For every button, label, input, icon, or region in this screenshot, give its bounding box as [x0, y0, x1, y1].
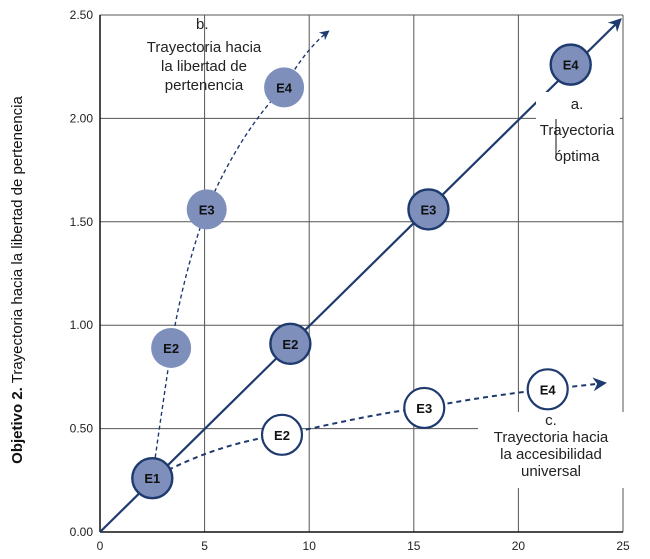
- series-c-point-e2-circle: [260, 413, 304, 456]
- y-axis-label-bold: Objetivo 2.: [9, 387, 26, 464]
- tick-labels: 0 5 10 15 20 25 0.00 0.50 1.00 1.50 2.00 2.50: [70, 8, 630, 553]
- series-a-point-e4-label: E4: [563, 58, 580, 73]
- series-a-point-e1: E1: [131, 457, 174, 500]
- x-tick-label: 0: [97, 539, 104, 553]
- x-tick-label: 20: [512, 539, 526, 553]
- x-tick-label: 5: [201, 539, 208, 553]
- series-c-annotation-line: la accesibilidad: [500, 446, 602, 463]
- series-layer: E2 E3 E4 E2 E3 E4 E1 E2 E3 E4: [99, 18, 622, 533]
- series-c-point-e4-label: E4: [540, 382, 557, 397]
- series-b-point-e3-circle: [186, 189, 227, 230]
- series-a-annotation: a. Trayectoria óptima: [536, 92, 620, 168]
- series-a-point-e1-circle: [131, 457, 174, 500]
- x-tick-label: 25: [616, 539, 630, 553]
- y-axis-label: Objetivo 2. Trayectoria hacia la liberta…: [9, 96, 26, 464]
- series-b-annotation-line: Trayectoria hacia: [147, 39, 262, 56]
- y-tick-label: 0.50: [70, 422, 94, 436]
- y-tick-label: 1.50: [70, 215, 94, 229]
- series-b-annotation: b. Trayectoria hacia la libertad de pertene…: [147, 16, 262, 94]
- series-b-point-e2: E2: [151, 327, 192, 368]
- series-b-point-e3: E3: [186, 189, 227, 230]
- annotations: b. Trayectoria hacia la libertad de pertene…: [147, 16, 624, 488]
- series-c-annotation-line: universal: [521, 463, 581, 480]
- grid: [100, 14, 624, 532]
- y-tick-label: 1.00: [70, 318, 94, 332]
- series-a-point-e2-label: E2: [282, 337, 298, 352]
- series-a-annotation-bg: [536, 92, 620, 168]
- series-b-annotation-line: la libertad de: [161, 58, 247, 75]
- series-a-point-e1-label: E1: [144, 471, 160, 486]
- series-c-point-e3-circle: [403, 386, 446, 430]
- series-c-annotation-bg: [478, 412, 624, 488]
- series-b-point-e2-circle: [151, 327, 192, 368]
- series-a-point-e3-circle: [407, 188, 450, 231]
- axes: [99, 15, 623, 533]
- series-a-line: [99, 18, 622, 533]
- series-c-point-e2: E2: [260, 413, 304, 456]
- series-b-annotation-line: b.: [196, 16, 209, 33]
- x-tick-label: 10: [303, 539, 317, 553]
- series-b-line: [151, 30, 330, 479]
- series-b-annotation-line: pertenencia: [165, 77, 244, 94]
- y-tick-label: 2.00: [70, 111, 94, 125]
- series-a-point-e3-label: E3: [420, 202, 436, 217]
- series-b-point-e4-label: E4: [276, 80, 293, 95]
- series-a-annotation-line: a.: [571, 96, 584, 113]
- series-c-annotation-line: c.: [545, 412, 557, 429]
- y-tick-label: 2.50: [70, 8, 94, 22]
- x-tick-label: 15: [407, 539, 421, 553]
- series-b-point-e2-label: E2: [163, 341, 179, 356]
- series-b-point-e4-circle: [264, 67, 305, 108]
- series-c-point-e4: E4: [526, 368, 569, 411]
- series-c-point-e4-circle: [526, 368, 569, 411]
- series-a-point-e3: E3: [407, 188, 450, 231]
- series-c-point-e3-label: E3: [416, 401, 432, 416]
- series-b-point-e3-label: E3: [199, 202, 215, 217]
- series-a-point-e2: E2: [269, 322, 312, 366]
- series-a-point-e4-circle: [549, 43, 592, 86]
- series-c-point-e3: E3: [403, 386, 446, 430]
- y-tick-label: 0.00: [70, 525, 94, 539]
- series-b-point-e4: E4: [264, 67, 305, 108]
- series-c-point-e2-label: E2: [274, 428, 290, 443]
- series-a-annotation-line: óptima: [554, 148, 600, 165]
- y-axis-label-rest: Trayectoria hacia la libertad de pertene…: [9, 96, 26, 388]
- series-a-point-e4: E4: [549, 43, 592, 86]
- series-c-annotation-line: Trayectoria hacia: [494, 429, 609, 446]
- series-a-point-e2-circle: [269, 322, 312, 366]
- series-c-line: [151, 377, 607, 480]
- series-a-annotation-line: Trayectoria: [540, 122, 615, 139]
